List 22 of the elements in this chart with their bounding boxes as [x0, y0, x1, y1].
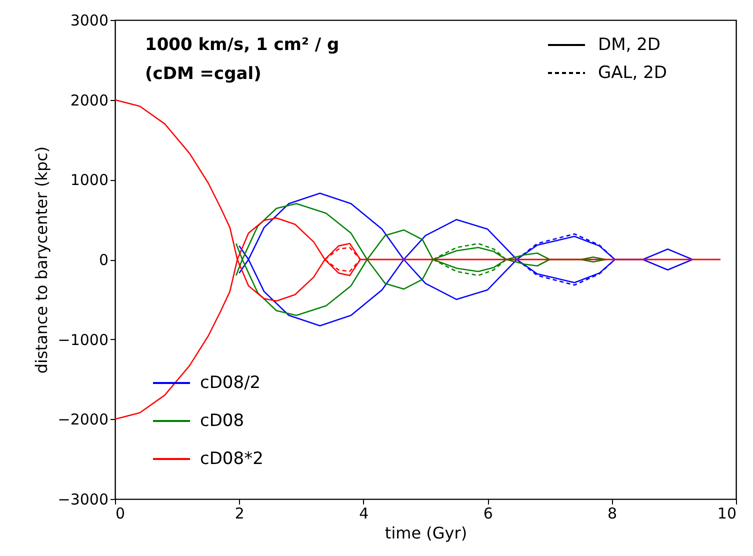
annotation: DM, 2D: [598, 35, 660, 55]
y-tick-label: 3000: [70, 12, 108, 30]
y-tick-label: −1000: [58, 330, 108, 349]
y-tick-label: −2000: [58, 410, 108, 429]
x-tick-label: 2: [234, 504, 244, 522]
y-axis-title: distance to barycenter (kpc): [32, 146, 51, 374]
y-tick-label: −3000: [58, 490, 108, 508]
x-tick-label: 6: [483, 504, 493, 522]
text: 1000 km/s, 1 cm² / g: [145, 35, 340, 55]
y-tick-label: 2000: [70, 91, 108, 110]
x-tick-label: 4: [359, 504, 369, 522]
y-tick-label: 1000: [70, 171, 108, 190]
annotation: GAL, 2D: [598, 63, 667, 83]
y-tick-label: 0: [98, 251, 108, 269]
text: (cDM =cgal): [145, 64, 262, 84]
x-tick-label: 10: [717, 504, 736, 522]
legend-label: cD08/2: [200, 373, 261, 393]
x-axis-title: time (Gyr): [384, 524, 468, 542]
legend-label: cD08: [200, 411, 244, 431]
x-tick-label: 8: [608, 504, 618, 522]
legend-label: cD08*2: [200, 449, 264, 469]
x-tick-label: 0: [116, 504, 126, 522]
